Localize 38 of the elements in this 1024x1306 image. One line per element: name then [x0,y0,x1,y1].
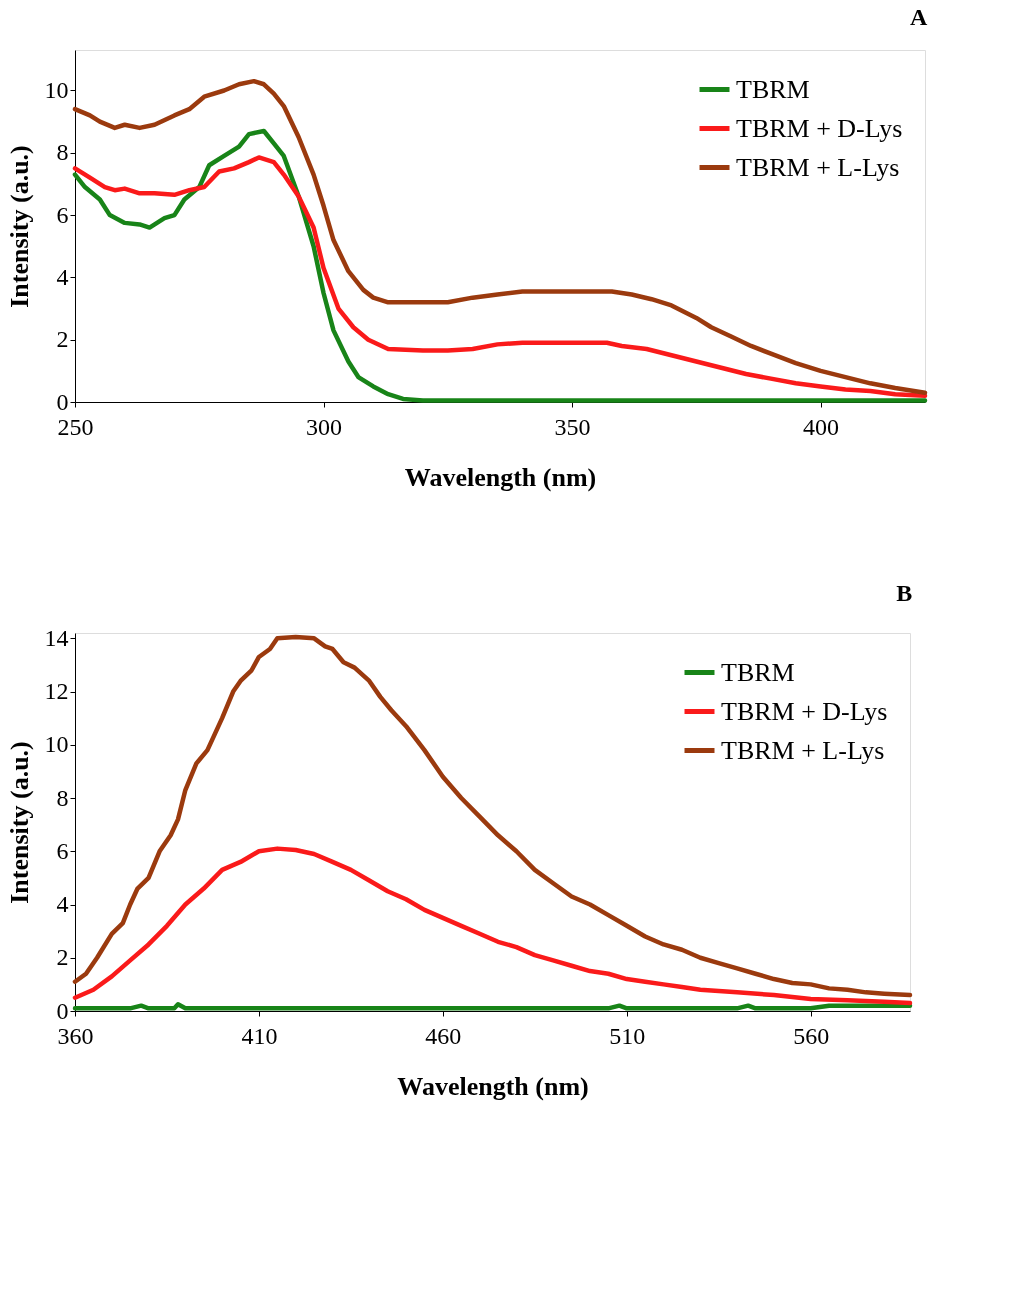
legend-label: TBRM + D-Lys [736,113,903,143]
legend-label: TBRM [736,74,810,104]
legend-label: TBRM + L-Lys [736,152,900,182]
y-tick-label: 8 [56,139,69,166]
x-tick-label: 560 [793,1022,830,1049]
y-axis-title: Intensity (a.u.) [4,145,34,308]
y-axis-title: Intensity (a.u.) [4,741,34,904]
y-tick-label: 6 [56,837,69,864]
y-tick-label: 2 [56,944,69,971]
y-tick-label: 12 [44,678,69,705]
x-tick-label: 410 [241,1022,278,1049]
legend-label: TBRM [721,657,795,687]
x-tick-label: 510 [609,1022,646,1049]
line-series [72,634,913,998]
text: B [896,580,913,607]
y-tick-label: 4 [56,891,69,918]
legend-label: TBRM + D-Lys [721,696,888,726]
y-tick-label: 10 [44,77,69,103]
x-axis-title: Wavelength (nm) [397,1071,589,1101]
x-tick-label: 360 [57,1022,94,1049]
y-tick-label: 6 [56,201,69,228]
y-tick-label: 2 [56,326,69,353]
x-tick-label: 300 [306,413,343,440]
x-axis-title: Wavelength (nm) [404,462,597,492]
x-tick-label: 250 [57,413,94,440]
y-tick-label: 10 [44,731,69,758]
x-tick-label: 350 [554,413,591,440]
y-tick-label: 14 [44,624,69,651]
x-tick-label: 460 [425,1022,462,1049]
x-tick-label: 400 [803,413,840,440]
y-tick-label: 0 [56,388,69,415]
line-series [72,846,913,1006]
legend-label: TBRM + L-Lys [721,735,885,765]
y-tick-label: 0 [56,997,69,1024]
y-tick-label: 4 [56,263,69,290]
y-tick-label: 8 [56,784,69,811]
text: A [909,4,928,30]
line-series [72,78,928,395]
